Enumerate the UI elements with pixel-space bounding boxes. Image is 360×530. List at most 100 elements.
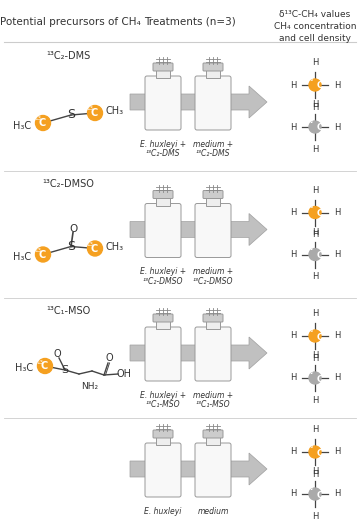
Text: E. huxleyi +: E. huxleyi +: [140, 268, 186, 277]
Text: H: H: [312, 228, 318, 237]
Text: CH₃: CH₃: [105, 242, 123, 252]
Text: C: C: [39, 250, 46, 260]
Text: H: H: [312, 310, 318, 319]
Text: H: H: [334, 447, 340, 456]
Text: H: H: [290, 250, 296, 259]
Text: H: H: [312, 426, 318, 435]
Text: ¹³C₂-DMS: ¹³C₂-DMS: [46, 51, 90, 61]
FancyBboxPatch shape: [203, 314, 223, 322]
Text: E. huxleyi +: E. huxleyi +: [140, 391, 186, 400]
Text: H: H: [312, 395, 318, 404]
Text: medium +: medium +: [193, 268, 233, 277]
Text: medium +: medium +: [193, 391, 233, 400]
Text: H: H: [334, 208, 340, 217]
Text: OH: OH: [117, 369, 131, 379]
Text: ¹³: ¹³: [310, 446, 314, 451]
Text: δ¹³C-CH₄ values
CH₄ concentration
and cell density: δ¹³C-CH₄ values CH₄ concentration and ce…: [274, 10, 356, 42]
FancyBboxPatch shape: [203, 430, 223, 438]
Text: H: H: [312, 58, 318, 67]
Circle shape: [309, 372, 321, 384]
Text: H₃C: H₃C: [15, 363, 33, 373]
Text: C: C: [317, 123, 323, 132]
Text: H: H: [290, 490, 296, 499]
Text: ¹³C₂-DMSO: ¹³C₂-DMSO: [193, 277, 233, 286]
Polygon shape: [156, 70, 170, 78]
Text: ¹²: ¹²: [310, 488, 314, 493]
Text: Treatments (n=3): Treatments (n=3): [144, 17, 236, 27]
Text: C: C: [317, 448, 323, 457]
Text: E. huxleyi: E. huxleyi: [144, 507, 182, 516]
FancyBboxPatch shape: [153, 190, 173, 199]
Text: H: H: [312, 103, 318, 112]
Text: ¹³: ¹³: [310, 207, 314, 211]
FancyBboxPatch shape: [153, 314, 173, 322]
Text: H: H: [334, 81, 340, 90]
Text: H: H: [290, 122, 296, 131]
Text: ¹³C₁-MSO: ¹³C₁-MSO: [46, 306, 90, 316]
Text: S: S: [67, 109, 75, 121]
FancyBboxPatch shape: [147, 97, 179, 129]
Circle shape: [36, 116, 50, 130]
Text: ¹²: ¹²: [310, 121, 314, 126]
Text: H: H: [312, 511, 318, 520]
Text: C: C: [41, 361, 48, 371]
Text: H: H: [334, 374, 340, 383]
Text: H: H: [312, 351, 318, 360]
Text: C: C: [317, 82, 323, 91]
Text: H: H: [312, 145, 318, 154]
FancyBboxPatch shape: [147, 348, 179, 380]
Text: H: H: [312, 354, 318, 363]
Polygon shape: [156, 437, 170, 445]
Polygon shape: [156, 321, 170, 329]
Text: E. huxleyi +: E. huxleyi +: [140, 140, 186, 149]
Circle shape: [309, 249, 321, 261]
Text: Potential precursors of CH₄: Potential precursors of CH₄: [0, 17, 140, 27]
Text: CH₃: CH₃: [105, 106, 123, 116]
Text: C: C: [39, 118, 46, 128]
Polygon shape: [130, 86, 267, 118]
Polygon shape: [206, 437, 220, 445]
Text: H: H: [334, 490, 340, 499]
Text: 13: 13: [86, 107, 93, 111]
FancyBboxPatch shape: [145, 204, 181, 258]
Polygon shape: [206, 70, 220, 78]
Polygon shape: [130, 337, 267, 369]
FancyBboxPatch shape: [195, 76, 231, 130]
FancyBboxPatch shape: [197, 348, 229, 380]
FancyBboxPatch shape: [203, 190, 223, 199]
Text: O: O: [53, 349, 61, 359]
Text: C: C: [317, 490, 323, 499]
Circle shape: [87, 105, 103, 120]
Polygon shape: [206, 198, 220, 206]
Text: 13: 13: [86, 242, 93, 247]
Text: H: H: [312, 186, 318, 195]
Circle shape: [87, 241, 103, 256]
FancyBboxPatch shape: [153, 430, 173, 438]
Circle shape: [309, 330, 321, 342]
Text: O: O: [105, 353, 113, 363]
Text: H: H: [334, 122, 340, 131]
FancyBboxPatch shape: [197, 225, 229, 257]
Text: C: C: [91, 108, 98, 118]
Text: H: H: [290, 447, 296, 456]
Circle shape: [37, 358, 53, 374]
Text: H: H: [312, 470, 318, 479]
Polygon shape: [130, 214, 267, 245]
Text: S: S: [62, 365, 68, 375]
Circle shape: [309, 121, 321, 133]
Text: C: C: [91, 243, 98, 253]
FancyBboxPatch shape: [147, 225, 179, 257]
Text: ¹³C₂-DMS: ¹³C₂-DMS: [196, 149, 230, 158]
Text: C: C: [317, 209, 323, 218]
Circle shape: [36, 247, 50, 262]
Text: H: H: [312, 230, 318, 239]
Text: ¹³C₂-DMSO: ¹³C₂-DMSO: [143, 277, 183, 286]
Text: O: O: [69, 224, 77, 234]
Text: H: H: [334, 331, 340, 340]
Circle shape: [309, 446, 321, 458]
Text: ¹²: ¹²: [310, 249, 314, 253]
Text: 13: 13: [34, 117, 41, 121]
Text: H: H: [312, 467, 318, 476]
FancyBboxPatch shape: [145, 327, 181, 381]
FancyBboxPatch shape: [203, 63, 223, 71]
